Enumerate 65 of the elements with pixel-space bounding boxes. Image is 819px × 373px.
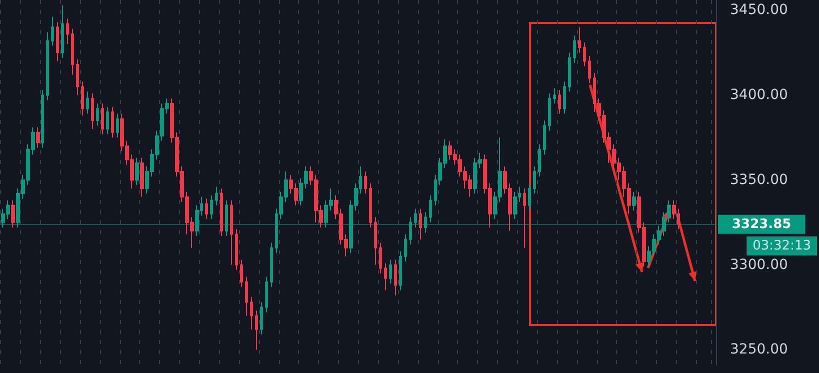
- candlestick: [265, 276, 268, 313]
- candlestick: [270, 242, 273, 288]
- candlestick: [568, 52, 571, 92]
- candlestick: [46, 32, 49, 101]
- candlestick: [250, 296, 253, 330]
- candlestick: [364, 170, 367, 194]
- candlestick: [558, 89, 561, 114]
- candlestick: [135, 157, 139, 186]
- text: 03:32:13: [752, 238, 812, 254]
- y-tick-label: 3450.00: [730, 2, 788, 18]
- candlestick: [389, 259, 392, 284]
- candlestick: [583, 42, 586, 67]
- candlestick: [563, 80, 566, 114]
- candlestick: [533, 166, 536, 194]
- candlestick: [71, 28, 74, 76]
- candlestick: [230, 200, 233, 266]
- candlestick: [11, 200, 15, 228]
- candlestick: [369, 182, 372, 228]
- candlestick: [374, 216, 377, 266]
- candlestick: [379, 242, 382, 274]
- candlestick: [96, 103, 99, 126]
- candlestick: [41, 89, 44, 148]
- candlestick: [61, 4, 64, 58]
- candlestick: [76, 58, 79, 96]
- y-tick-label: 3300.00: [730, 256, 788, 273]
- candlestick: [101, 103, 104, 135]
- candlestick: [116, 113, 119, 138]
- candlestick: [205, 198, 208, 220]
- y-tick-label: 3250.00: [730, 342, 788, 358]
- candlestick: [632, 191, 636, 212]
- candlestick: [81, 80, 84, 116]
- candlestick: [91, 92, 94, 130]
- candlestick: [404, 234, 407, 262]
- candlestick: [578, 26, 581, 54]
- candlestick: [210, 194, 213, 220]
- y-tick-label: 3350.00: [730, 172, 788, 188]
- candlestick: [399, 250, 402, 291]
- ref-line-label: 3323.85: [732, 216, 792, 232]
- candlestick: [255, 310, 258, 350]
- candlestick: [245, 276, 248, 316]
- candlestick: [548, 92, 551, 132]
- candlestick: [240, 259, 243, 288]
- candlestick: [86, 91, 89, 114]
- y-tick-label: 3400.00: [730, 87, 788, 104]
- candlestick: [419, 208, 422, 240]
- candlestick: [588, 56, 591, 84]
- candlestick: [36, 126, 40, 148]
- candlestick: [573, 35, 576, 64]
- candlestick: [235, 228, 238, 270]
- candlestick: [220, 188, 223, 236]
- candlestick: [538, 144, 541, 178]
- candlestick: [553, 88, 556, 104]
- candlestick: [543, 120, 546, 155]
- candlestick: [528, 182, 531, 212]
- candlestick: [523, 188, 526, 248]
- candlestick: [384, 262, 387, 291]
- candlestick: [111, 106, 114, 138]
- candlestick: [260, 302, 263, 335]
- candlestick: [215, 186, 218, 206]
- candlestick: [56, 22, 59, 62]
- candlestick: [51, 16, 54, 46]
- candlestick: [106, 106, 109, 135]
- candlestick: [394, 259, 397, 296]
- candlestick: [66, 18, 69, 45]
- candlestick: [140, 157, 144, 198]
